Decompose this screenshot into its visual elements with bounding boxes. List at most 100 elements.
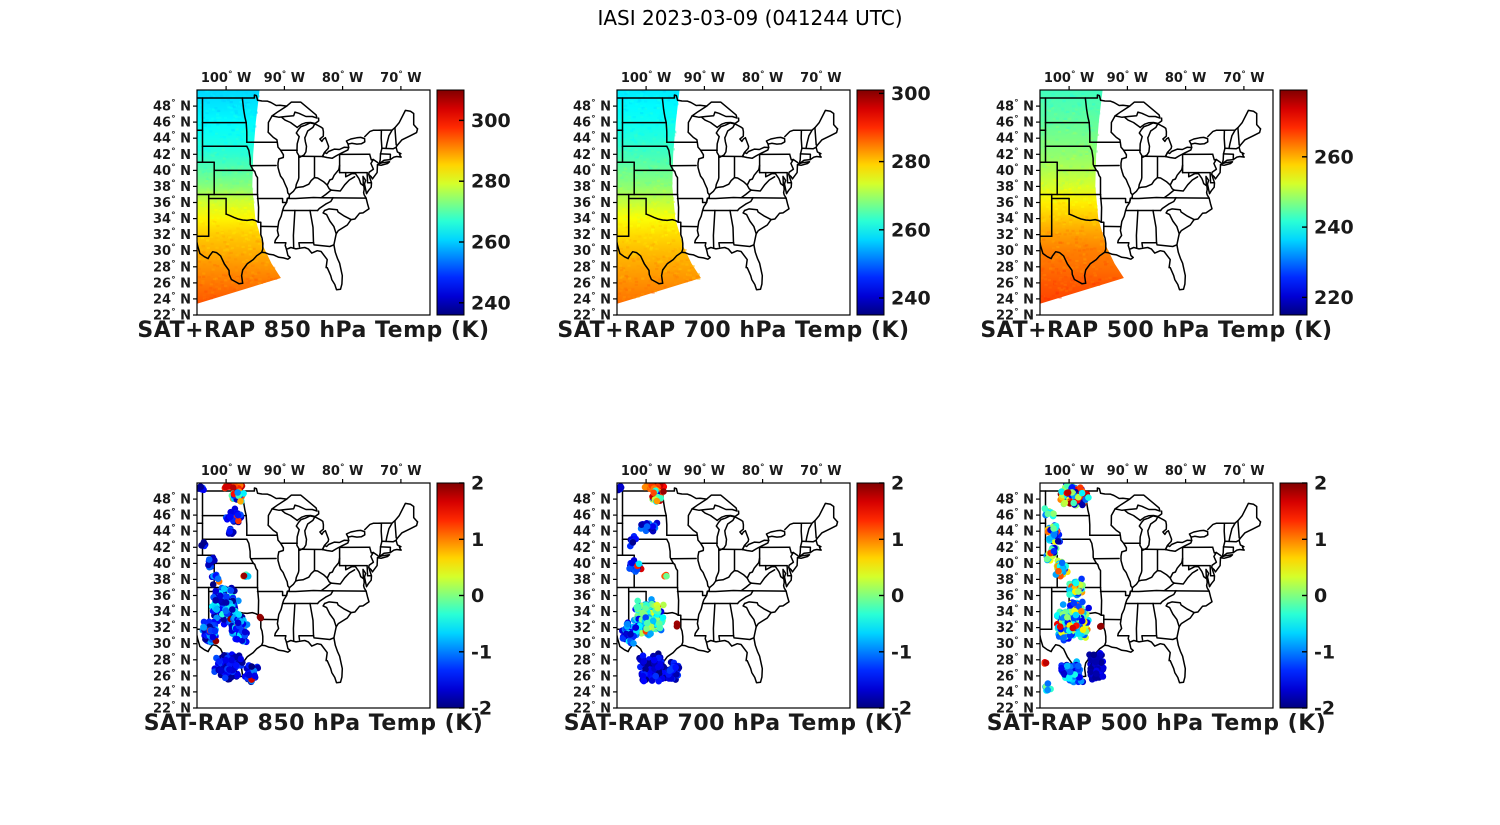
- svg-text:40° N: 40° N: [153, 163, 191, 179]
- svg-text:48° N: 48° N: [996, 99, 1034, 115]
- svg-text:-1: -1: [891, 641, 912, 663]
- svg-text:44° N: 44° N: [573, 131, 611, 147]
- svg-text:300: 300: [891, 83, 931, 105]
- svg-text:36° N: 36° N: [573, 588, 611, 604]
- svg-text:100° W: 100° W: [621, 463, 672, 479]
- svg-text:30° N: 30° N: [996, 243, 1034, 259]
- svg-text:48° N: 48° N: [573, 99, 611, 115]
- svg-text:38° N: 38° N: [996, 572, 1034, 588]
- svg-text:42° N: 42° N: [996, 540, 1034, 556]
- svg-text:32° N: 32° N: [153, 620, 191, 636]
- svg-text:38° N: 38° N: [573, 179, 611, 195]
- panel-sat-minus-rap-850: 100° W 90° W 80° W 70° W 48° N 46° N 44° N 42° …: [129, 448, 529, 716]
- svg-text:28° N: 28° N: [153, 259, 191, 275]
- svg-text:38° N: 38° N: [153, 179, 191, 195]
- svg-text:30° N: 30° N: [153, 636, 191, 652]
- svg-text:280: 280: [891, 151, 931, 173]
- svg-text:100° W: 100° W: [201, 463, 252, 479]
- svg-text:100° W: 100° W: [1044, 70, 1095, 86]
- svg-text:40° N: 40° N: [573, 163, 611, 179]
- svg-text:28° N: 28° N: [573, 259, 611, 275]
- svg-text:24° N: 24° N: [573, 291, 611, 307]
- svg-text:1: 1: [1314, 529, 1327, 551]
- svg-text:0: 0: [891, 585, 904, 607]
- svg-text:40° N: 40° N: [996, 163, 1034, 179]
- svg-text:80° W: 80° W: [1165, 70, 1206, 86]
- svg-text:260: 260: [891, 219, 931, 241]
- svg-text:22° N: 22° N: [996, 308, 1034, 324]
- panel-title-sat-minus-rap-500: SAT-RAP 500 hPa Temp (K): [986, 711, 1327, 736]
- panel-title-sat-minus-rap-850: SAT-RAP 850 hPa Temp (K): [143, 711, 484, 736]
- svg-text:40° N: 40° N: [996, 556, 1034, 572]
- svg-text:44° N: 44° N: [153, 131, 191, 147]
- svg-text:90° W: 90° W: [1107, 70, 1148, 86]
- svg-text:22° N: 22° N: [153, 308, 191, 324]
- svg-text:2: 2: [891, 473, 904, 495]
- svg-text:26° N: 26° N: [573, 668, 611, 684]
- svg-text:30° N: 30° N: [996, 636, 1034, 652]
- map-sat-plus-rap-500: 100° W 90° W 80° W 70° W 48° N46° N44° N42° …: [996, 70, 1354, 324]
- svg-text:80° W: 80° W: [742, 463, 783, 479]
- svg-text:42° N: 42° N: [573, 147, 611, 163]
- svg-text:260: 260: [1314, 146, 1354, 168]
- panel-sat-plus-rap-700: 100° W 90° W 80° W 70° W 48° N 46° N 44° N 42° …: [549, 55, 949, 323]
- svg-text:80° W: 80° W: [742, 70, 783, 86]
- svg-text:26° N: 26° N: [153, 275, 191, 291]
- svg-text:0: 0: [471, 585, 484, 607]
- svg-text:44° N: 44° N: [996, 524, 1034, 540]
- svg-text:36° N: 36° N: [996, 195, 1034, 211]
- svg-text:34° N: 34° N: [153, 604, 191, 620]
- map-sat-plus-rap-700: 100° W 90° W 80° W 70° W 48° N46° N44° N42° …: [573, 70, 931, 324]
- panel-title-sat-plus-rap-500: SAT+RAP 500 hPa Temp (K): [980, 318, 1333, 343]
- svg-text:90° W: 90° W: [684, 70, 725, 86]
- svg-text:42° N: 42° N: [153, 540, 191, 556]
- svg-text:44° N: 44° N: [996, 131, 1034, 147]
- svg-text:240: 240: [891, 288, 931, 310]
- svg-text:22° N: 22° N: [573, 308, 611, 324]
- svg-text:36° N: 36° N: [153, 588, 191, 604]
- svg-text:220: 220: [1314, 287, 1354, 309]
- panel-sat-plus-rap-500: 100° W 90° W 80° W 70° W 48° N 46° N 44° N 42° …: [972, 55, 1372, 323]
- svg-text:24° N: 24° N: [996, 291, 1034, 307]
- svg-text:42° N: 42° N: [996, 147, 1034, 163]
- svg-text:28° N: 28° N: [996, 652, 1034, 668]
- map-sat-plus-rap-850: 100° W 90° W 80° W 70° W 48° N46° N44° N42° …: [153, 70, 511, 324]
- svg-text:42° N: 42° N: [573, 540, 611, 556]
- svg-text:36° N: 36° N: [996, 588, 1034, 604]
- svg-text:70° W: 70° W: [800, 463, 841, 479]
- svg-text:300: 300: [471, 110, 511, 132]
- svg-text:46° N: 46° N: [573, 115, 611, 131]
- panel-sat-minus-rap-500: 100° W 90° W 80° W 70° W 48° N 46° N 44° N 42° …: [972, 448, 1372, 716]
- svg-text:46° N: 46° N: [153, 508, 191, 524]
- svg-text:80° W: 80° W: [1165, 463, 1206, 479]
- svg-text:22° N: 22° N: [573, 701, 611, 717]
- svg-text:0: 0: [1314, 585, 1327, 607]
- svg-text:34° N: 34° N: [996, 604, 1034, 620]
- svg-text:46° N: 46° N: [996, 115, 1034, 131]
- svg-text:100° W: 100° W: [1044, 463, 1095, 479]
- panel-sat-plus-rap-850: 100° W 90° W 80° W 70° W 48° N 46° N 44° N 42° …: [129, 55, 529, 323]
- svg-text:280: 280: [471, 171, 511, 193]
- svg-text:260: 260: [471, 232, 511, 254]
- svg-text:28° N: 28° N: [153, 652, 191, 668]
- svg-text:38° N: 38° N: [996, 179, 1034, 195]
- svg-text:70° W: 70° W: [380, 70, 421, 86]
- svg-text:24° N: 24° N: [153, 684, 191, 700]
- svg-text:90° W: 90° W: [264, 70, 305, 86]
- svg-text:34° N: 34° N: [573, 211, 611, 227]
- svg-text:40° N: 40° N: [573, 556, 611, 572]
- svg-text:48° N: 48° N: [573, 492, 611, 508]
- svg-text:-2: -2: [1314, 698, 1335, 717]
- svg-text:1: 1: [891, 529, 904, 551]
- svg-text:26° N: 26° N: [996, 668, 1034, 684]
- svg-text:26° N: 26° N: [996, 275, 1034, 291]
- svg-text:70° W: 70° W: [1223, 463, 1264, 479]
- svg-text:240: 240: [471, 292, 511, 314]
- svg-text:44° N: 44° N: [153, 524, 191, 540]
- svg-text:24° N: 24° N: [573, 684, 611, 700]
- svg-text:32° N: 32° N: [996, 620, 1034, 636]
- svg-text:70° W: 70° W: [380, 463, 421, 479]
- svg-text:240: 240: [1314, 217, 1354, 239]
- svg-text:90° W: 90° W: [264, 463, 305, 479]
